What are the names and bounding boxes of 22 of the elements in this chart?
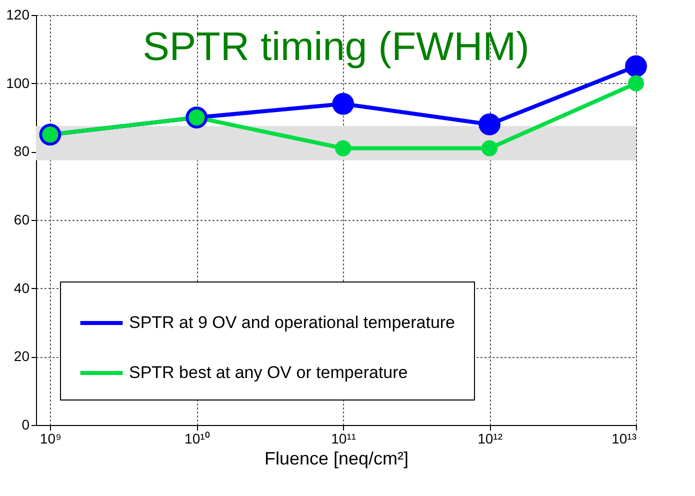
point bbox=[332, 92, 354, 115]
y-tick-label: 60 bbox=[14, 212, 30, 228]
legend-label: SPTR best at any OV or temperature bbox=[129, 363, 408, 382]
x-tick-label: 10⁹ bbox=[40, 430, 62, 446]
x-tick-label: 10¹⁰ bbox=[184, 430, 210, 446]
x-tick-label: 10¹¹ bbox=[331, 430, 356, 446]
x-tick-label: 10¹² bbox=[478, 430, 503, 446]
point bbox=[625, 55, 647, 78]
y-tick-label: 120 bbox=[6, 6, 30, 22]
y-tick-label: 80 bbox=[14, 143, 30, 160]
point bbox=[481, 140, 498, 156]
y-tick-label: 20 bbox=[14, 348, 30, 364]
x-tick-label: 10¹³ bbox=[612, 430, 637, 446]
y-tick-label: 40 bbox=[14, 280, 30, 296]
point bbox=[478, 113, 500, 136]
x-axis-title: Fluence [neq/cm²] bbox=[264, 448, 409, 468]
chart-title: SPTR timing (FWHM) bbox=[142, 25, 530, 69]
y-tick-label: 100 bbox=[6, 74, 30, 91]
point bbox=[335, 140, 352, 156]
y-tick-label: 0 bbox=[22, 416, 30, 432]
point bbox=[628, 75, 644, 92]
legend-label: SPTR at 9 OV and operational temperature bbox=[129, 313, 456, 332]
